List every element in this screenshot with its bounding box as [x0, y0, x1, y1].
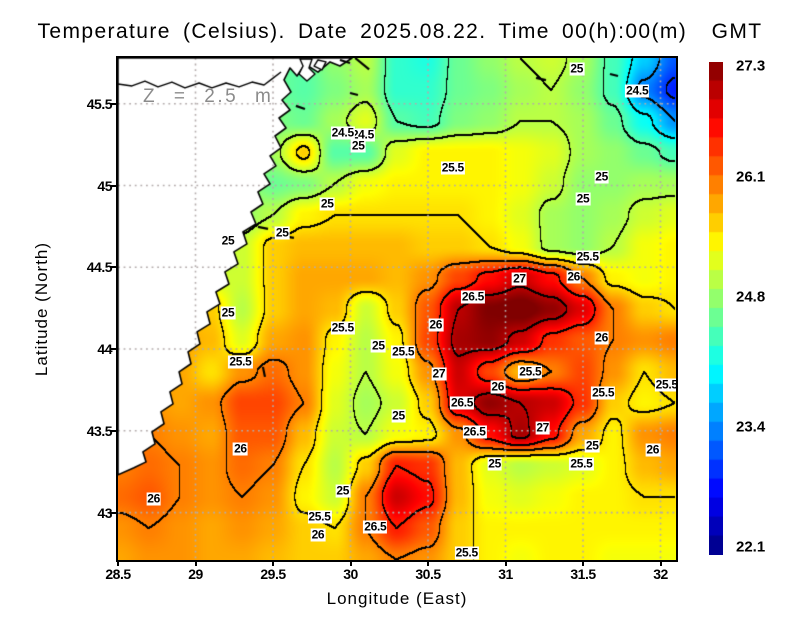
- contour-label: 26: [146, 491, 162, 506]
- contour-label: 24.5: [350, 127, 375, 142]
- contour-label: 26: [490, 379, 506, 394]
- y-tick-mark: [110, 184, 116, 187]
- contour-label: 27: [431, 366, 447, 381]
- contour-label: 26: [233, 441, 248, 456]
- contour-label: 24.5: [625, 83, 650, 98]
- x-tick-label: 28.5: [105, 566, 131, 582]
- y-tick-label: 43: [97, 504, 112, 521]
- contour-label: 25.5: [228, 354, 253, 369]
- figure-title: Temperature (Celsius). Date 2025.08.22. …: [37, 20, 763, 43]
- x-tick-label: 29.5: [260, 566, 286, 582]
- y-tick-mark: [110, 266, 116, 269]
- x-tick-mark: [194, 560, 197, 566]
- colorbar-tick-label: 22.1: [736, 538, 766, 556]
- contour-label: 25.5: [654, 378, 676, 392]
- y-tick-label: 44: [97, 341, 112, 358]
- y-axis-label: Latitude (North): [32, 241, 51, 377]
- x-tick-label: 31: [498, 566, 513, 582]
- contour-label: 26.5: [460, 289, 486, 304]
- contour-label: 25: [335, 483, 351, 498]
- x-tick-mark: [272, 560, 274, 566]
- contour-label: 25.5: [518, 364, 543, 379]
- y-tick-label: 45.5: [86, 95, 113, 112]
- contour-label-layer: 25 24.5 24.5 24.5 25 25.5 25 25 25 25 25 25 25.5 25.5…: [118, 58, 676, 560]
- contour-label: 26.5: [462, 424, 487, 439]
- contour-label: 25: [371, 338, 386, 353]
- contour-label: 25: [569, 61, 585, 76]
- contour-label: 25: [220, 305, 236, 320]
- x-tick-label: 32: [653, 566, 668, 582]
- contour-label: 25.5: [440, 160, 465, 175]
- contour-label: 25.5: [569, 456, 594, 471]
- contour-label: 25: [391, 408, 406, 423]
- x-tick-mark: [659, 560, 662, 566]
- contour-label: 25.5: [391, 344, 416, 359]
- contour-label: 26.5: [363, 519, 388, 534]
- contour-label: 24.5: [330, 125, 355, 140]
- y-tick-mark: [110, 511, 116, 514]
- contour-label: 25: [487, 456, 503, 471]
- colorbar-tick-label: 23.4: [736, 418, 766, 436]
- contour-label: 26: [594, 330, 609, 345]
- x-tick-label: 30.5: [415, 566, 441, 582]
- contour-label: 26: [645, 442, 661, 457]
- x-tick-mark: [349, 560, 352, 566]
- colorbar: [709, 62, 723, 555]
- contour-label: 25: [220, 233, 236, 248]
- contour-label: 25: [575, 191, 591, 206]
- contour-label: 27: [535, 420, 551, 435]
- colorbar-tick-label: 27.3: [736, 57, 766, 75]
- y-tick-mark: [110, 348, 116, 351]
- x-tick-label: 30: [343, 566, 358, 582]
- contour-label: 25.5: [575, 249, 600, 264]
- contour-label: 25.5: [330, 320, 355, 335]
- y-tick-label: 45: [97, 177, 112, 194]
- contour-label: 26: [310, 527, 326, 542]
- contour-label: 25: [584, 438, 600, 453]
- x-tick-mark: [427, 560, 429, 566]
- contour-label: 25.5: [454, 545, 479, 560]
- contour-label: 25: [319, 196, 335, 211]
- contour-label: 26: [566, 269, 582, 284]
- contour-label: 25: [594, 169, 609, 184]
- contour-label: 25: [274, 225, 290, 240]
- contour-label: 25.5: [307, 509, 332, 524]
- y-tick-label: 44.5: [86, 259, 113, 276]
- y-tick-label: 43.5: [86, 422, 113, 439]
- x-tick-label: 31.5: [570, 566, 596, 582]
- y-tick-mark: [110, 429, 116, 432]
- temperature-contour-map: [118, 58, 676, 560]
- x-tick-mark: [117, 560, 119, 566]
- colorbar-tick-label: 26.1: [736, 168, 766, 186]
- x-tick-mark: [582, 560, 584, 566]
- contour-label: 27: [512, 271, 527, 286]
- x-tick-mark: [504, 560, 507, 566]
- y-tick-mark: [110, 102, 116, 105]
- x-axis-label: Longitude (East): [326, 589, 468, 608]
- depth-annotation: Z = 2.5 m: [143, 86, 274, 107]
- contour-label: 25: [350, 138, 366, 153]
- x-tick-label: 29: [188, 566, 203, 582]
- colorbar-tick-label: 24.8: [736, 288, 766, 306]
- contour-label: 25.5: [591, 385, 616, 400]
- contour-label: 26.5: [450, 395, 475, 410]
- contour-label: 26: [428, 317, 444, 332]
